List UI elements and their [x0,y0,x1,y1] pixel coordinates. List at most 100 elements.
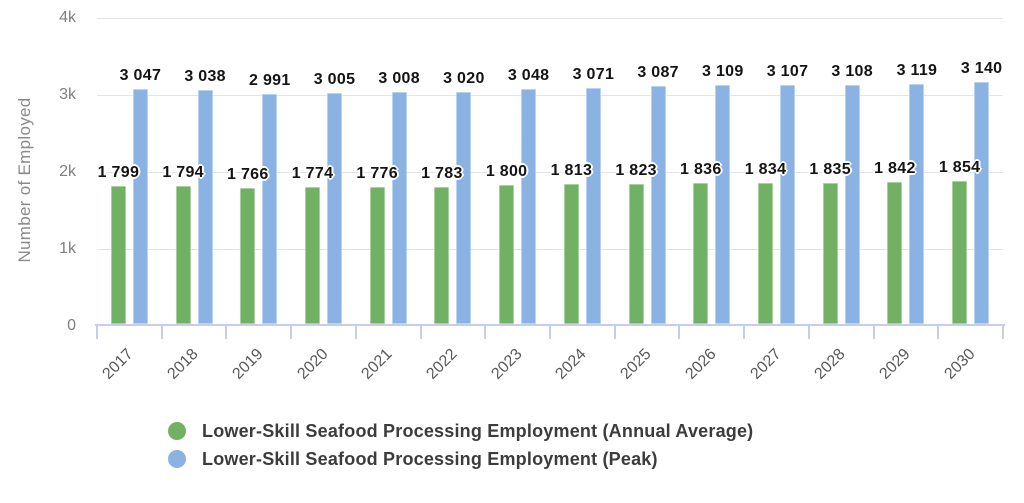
value-label-peak: 3 119 [896,61,938,79]
value-label-annual-average: 1 835 [809,160,851,178]
bar-peak[interactable] [197,90,213,324]
x-axis-category-label: 2019 [229,345,267,383]
value-label-annual-average: 1 823 [615,161,657,179]
bar-peak[interactable] [456,91,472,324]
plot-area: 1 799 3 047 2017 1 794 3 038 2018 1 766 2 991 20… [95,18,1005,383]
x-axis-category-label: 2021 [358,345,396,383]
y-tick-label-1k: 1k [59,240,76,257]
bar-annual-average[interactable] [240,188,256,324]
bar-annual-average[interactable] [305,187,320,324]
x-axis-tick [872,326,875,339]
bar-annual-average[interactable] [499,185,515,324]
gridline [97,172,1003,173]
value-label-annual-average: 1 799 [97,163,140,181]
x-axis-tick [743,326,746,339]
bar-annual-average[interactable] [887,182,903,324]
value-label-annual-average: 1 813 [550,162,593,180]
value-label-peak: 3 048 [507,67,550,85]
x-axis-tick [678,326,681,339]
legend-label-peak: Lower-Skill Seafood Processing Employmen… [202,449,658,469]
value-label-peak: 3 038 [184,68,226,86]
legend-item-peak[interactable]: Lower-Skill Seafood Processing Employmen… [168,448,753,470]
bar-annual-average[interactable] [628,183,644,324]
x-axis-category-label: 2022 [423,345,461,383]
value-label-peak: 3 107 [766,62,809,80]
bar-peak[interactable] [327,92,342,324]
x-axis-category-label: 2023 [488,345,526,383]
bar-peak[interactable] [909,83,925,324]
value-label-peak: 3 108 [831,62,873,80]
y-tick-label-2k: 2k [59,163,76,180]
value-label-peak: 3 047 [119,67,162,85]
bar-peak[interactable] [715,84,731,324]
value-label-peak: 3 140 [960,60,1003,78]
x-axis-tick [937,326,940,339]
value-label-annual-average: 1 774 [291,165,334,183]
value-label-annual-average: 1 842 [874,160,916,178]
x-axis-tick [160,326,163,339]
x-axis-tick [613,326,616,339]
bar-peak[interactable] [974,82,990,324]
bar-annual-average[interactable] [693,182,709,324]
x-axis-line [95,324,1005,326]
legend-dot-icon [168,450,186,468]
legend-item-annual-average[interactable]: Lower-Skill Seafood Processing Employmen… [168,420,753,442]
value-label-annual-average: 1 854 [938,159,981,177]
y-tick-label-4k: 4k [59,9,76,26]
x-axis-category-label: 2030 [941,345,979,383]
x-axis-tick [549,326,551,339]
value-label-annual-average: 1 783 [421,164,463,182]
value-label-peak: 2 991 [249,71,291,89]
bar-peak[interactable] [262,93,278,324]
value-label-annual-average: 1 800 [485,163,528,181]
gridline [97,18,1003,19]
x-axis-category-label: 2029 [876,345,914,383]
x-axis-category-label: 2024 [552,345,591,383]
value-label-peak: 3 087 [637,64,679,82]
x-axis-category-label: 2026 [682,345,720,383]
bar-annual-average[interactable] [175,185,191,324]
x-axis-tick [225,326,228,339]
x-axis-tick [354,326,357,339]
bar-peak[interactable] [391,92,407,324]
bar-peak[interactable] [780,84,795,324]
gridline [97,95,1003,96]
bar-annual-average[interactable] [952,181,968,324]
bar-peak[interactable] [132,89,148,324]
y-tick-label-0: 0 [67,317,76,334]
x-axis-tick [807,326,810,339]
x-axis-category-label: 2018 [164,345,202,383]
value-label-annual-average: 1 834 [744,160,787,178]
x-axis-tick [484,326,487,339]
value-label-peak: 3 008 [378,70,420,88]
bar-peak[interactable] [585,87,601,324]
x-axis-category-label: 2027 [746,345,785,383]
gridline [97,249,1003,250]
x-axis-tick [1002,326,1004,339]
bar-annual-average[interactable] [434,186,450,324]
value-label-peak: 3 005 [313,70,356,88]
bar-annual-average[interactable] [822,182,838,324]
value-label-peak: 3 020 [443,69,485,87]
bar-annual-average[interactable] [758,182,773,324]
value-label-annual-average: 1 766 [227,166,269,183]
bar-peak[interactable] [650,86,666,324]
value-label-annual-average: 1 836 [680,160,722,178]
bar-peak[interactable] [844,84,860,324]
value-label-annual-average: 1 776 [356,165,398,183]
x-axis-tick [419,326,422,339]
value-label-peak: 3 071 [572,65,615,83]
legend-label-annual-average: Lower-Skill Seafood Processing Employmen… [202,421,754,441]
value-label-annual-average: 1 794 [162,163,204,181]
bar-annual-average[interactable] [369,187,385,324]
y-tick-label-3k: 3k [59,86,76,103]
legend: Lower-Skill Seafood Processing Employmen… [168,420,753,476]
x-axis-category-label: 2028 [811,345,849,383]
legend-dot-icon [168,422,186,440]
bar-annual-average[interactable] [563,184,579,324]
bar-annual-average[interactable] [110,185,126,324]
x-axis-category-label: 2017 [99,345,138,383]
bar-peak[interactable] [521,89,537,324]
x-axis-category-label: 2025 [617,345,655,383]
